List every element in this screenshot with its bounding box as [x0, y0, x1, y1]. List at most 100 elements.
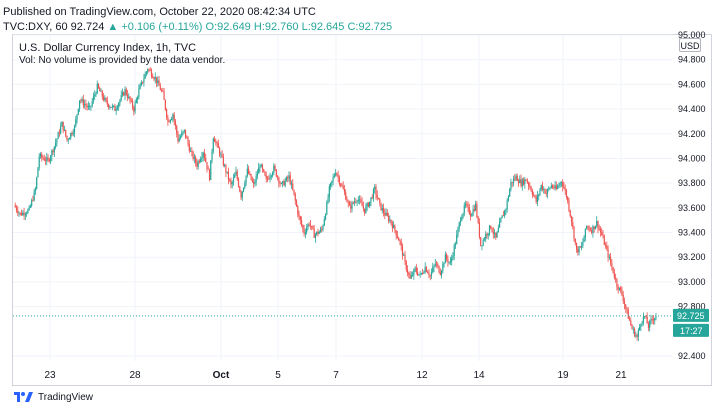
candle-body	[256, 173, 259, 176]
y-tick-label: 94.800	[678, 55, 706, 65]
candle-body	[521, 179, 523, 187]
candle-body	[505, 209, 507, 211]
candle-body	[128, 96, 130, 98]
candle-body	[630, 320, 632, 325]
candle-body	[401, 245, 404, 256]
candle-body	[564, 188, 566, 191]
candle-body	[582, 242, 584, 247]
symbol-line: TVC:DXY, 60 92.724 ▲ +0.106 (+0.11%) O:9…	[3, 21, 392, 33]
chart-legend-title: U.S. Dollar Currency Index, 1h, TVC	[19, 42, 197, 54]
candle-body	[82, 99, 84, 106]
candle-body	[337, 175, 339, 178]
countdown-marker	[673, 323, 709, 337]
candle-body	[535, 196, 537, 203]
candle-body	[75, 119, 77, 127]
candle-body	[43, 158, 45, 161]
candle-body	[468, 207, 470, 214]
candle-body	[626, 308, 628, 311]
candle-body	[335, 173, 337, 176]
candle-body	[168, 121, 170, 123]
candle-body	[483, 239, 486, 240]
candle-body	[469, 213, 472, 217]
candle-body	[313, 228, 315, 239]
candle-body	[179, 136, 182, 139]
candle-body	[135, 99, 137, 103]
candle-body	[90, 105, 92, 107]
candle-body	[229, 179, 231, 181]
candle-body	[562, 182, 564, 187]
candle-body	[319, 229, 322, 232]
candle-body	[597, 220, 599, 229]
candle-body	[22, 212, 24, 216]
candle-body	[23, 212, 25, 216]
candle-body	[198, 161, 201, 163]
candle-body	[415, 267, 417, 272]
candle-body	[381, 208, 383, 210]
candle-body	[631, 324, 633, 330]
candle-body	[216, 142, 218, 144]
candle-body	[157, 80, 159, 83]
candle-body	[380, 202, 382, 210]
candle-body	[36, 177, 38, 189]
candle-body	[178, 138, 180, 142]
candle-body	[149, 69, 151, 71]
candle-body	[364, 208, 366, 213]
candle-body	[232, 177, 235, 183]
candle-body	[551, 185, 554, 188]
candle-body	[115, 109, 117, 111]
candle-body	[268, 178, 270, 180]
low-value: L:92.645	[301, 21, 345, 33]
candle-body	[604, 244, 607, 246]
candle-body	[510, 182, 512, 190]
candle-body	[491, 228, 493, 232]
candle-body	[248, 168, 250, 174]
candle-body	[33, 191, 35, 201]
currency-button[interactable]: USD	[679, 38, 701, 52]
candle-body	[543, 189, 545, 190]
candle-body	[635, 335, 637, 337]
close-value: C:92.725	[347, 21, 393, 33]
candle-body	[181, 133, 183, 137]
candle-body	[97, 83, 100, 89]
candle-body	[210, 160, 212, 180]
candle-body	[163, 91, 165, 100]
candle-body	[316, 231, 318, 235]
candle-body	[358, 199, 361, 201]
candle-body	[587, 226, 589, 228]
candle-body	[253, 181, 255, 184]
candle-body	[143, 78, 145, 83]
candle-body	[57, 132, 59, 139]
candle-body	[226, 171, 228, 173]
candle-body	[456, 234, 458, 244]
candle-body	[550, 185, 552, 188]
brand-name[interactable]: TradingView	[38, 391, 94, 403]
candle-body	[534, 195, 536, 197]
candle-body	[242, 187, 245, 192]
candle-body	[227, 171, 230, 180]
candle-body	[95, 93, 97, 95]
candle-body	[58, 132, 61, 134]
candle-body	[164, 99, 166, 110]
candle-body	[475, 203, 477, 211]
candle-body	[220, 154, 222, 156]
candle-body	[271, 172, 274, 176]
candle-body	[583, 237, 585, 243]
candle-body	[579, 246, 581, 248]
candle-body	[422, 273, 424, 274]
candle-body	[498, 221, 501, 228]
candle-body	[68, 138, 71, 140]
candle-body	[193, 157, 195, 159]
candle-body	[391, 223, 393, 229]
candle-body	[589, 229, 592, 231]
candle-body	[65, 129, 67, 136]
candle-body	[370, 197, 372, 202]
candle-body	[515, 175, 517, 180]
candle-body	[593, 226, 595, 230]
candle-body	[569, 210, 571, 217]
candle-body	[131, 100, 134, 108]
candle-body	[471, 214, 473, 217]
candle-body	[38, 156, 40, 168]
candle-body	[298, 214, 300, 217]
candle-body	[77, 108, 79, 115]
